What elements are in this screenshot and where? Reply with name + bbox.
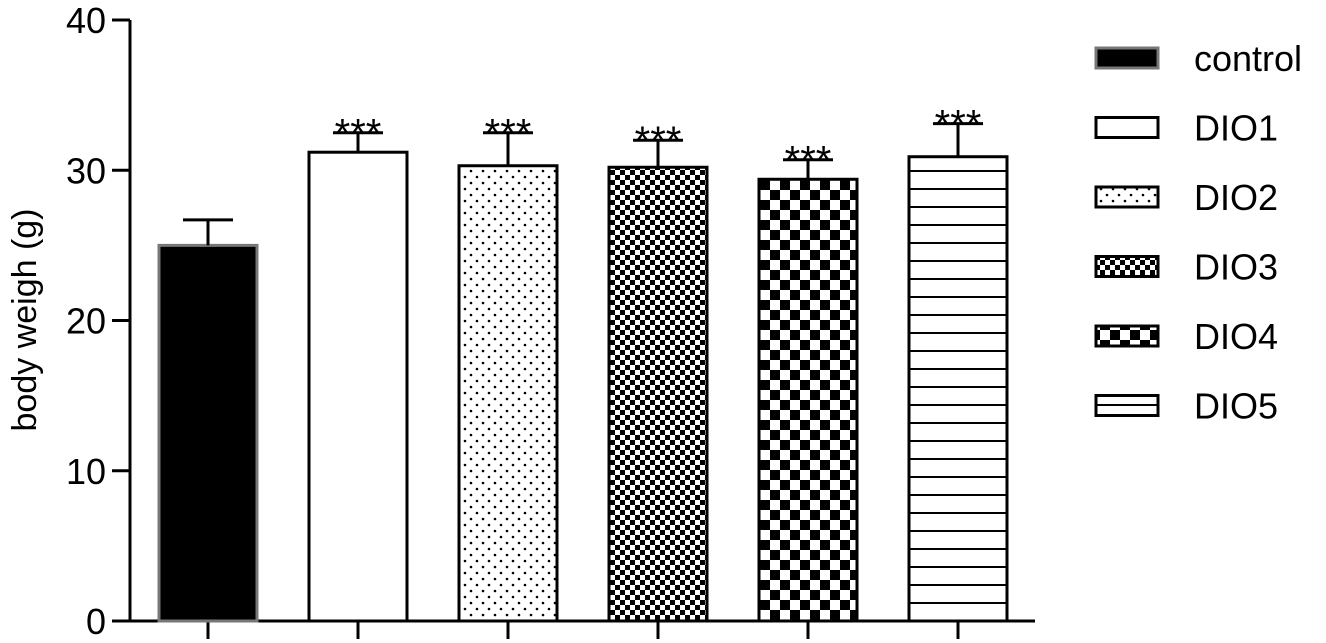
legend: control DIO1 DIO2 DIO3 DIO4 DIO5	[1094, 38, 1302, 427]
legend-item: DIO1	[1094, 108, 1278, 149]
y-tick-label: 40	[66, 0, 106, 41]
legend-label: DIO1	[1194, 108, 1278, 149]
y-tick-label: 10	[66, 451, 106, 492]
y-axis: 0 10 20 30 40 body weigh (g)	[6, 0, 132, 642]
significance-label: ***	[485, 112, 532, 156]
significance-label: ***	[335, 112, 382, 156]
bar	[907, 155, 1009, 623]
y-axis-title: body weigh (g)	[6, 208, 44, 431]
bar	[157, 243, 259, 623]
legend-item: DIO2	[1094, 177, 1278, 218]
legend-item: DIO4	[1094, 316, 1278, 357]
legend-swatch	[1094, 185, 1160, 209]
y-ticks: 0 10 20 30 40	[66, 0, 130, 642]
legend-swatch	[1094, 394, 1160, 417]
legend-swatch	[1094, 116, 1160, 139]
bar-group: ***	[307, 112, 409, 623]
significance-label: ***	[785, 139, 832, 183]
bar-group	[157, 218, 259, 623]
y-tick-label: 0	[86, 601, 106, 642]
bar	[607, 165, 709, 623]
bar-group: ***	[907, 103, 1009, 623]
bar-group: ***	[457, 112, 559, 623]
y-tick-label: 20	[66, 301, 106, 342]
legend-swatch	[1094, 46, 1160, 70]
bar	[307, 150, 409, 623]
legend-swatch	[1094, 255, 1160, 278]
x-ticks	[206, 621, 960, 639]
bar	[757, 177, 859, 623]
x-axis	[130, 619, 1035, 639]
legend-label: DIO3	[1194, 247, 1278, 288]
legend-label: DIO2	[1194, 177, 1278, 218]
legend-swatch	[1094, 324, 1160, 348]
bar	[457, 164, 559, 623]
legend-label: DIO5	[1194, 386, 1278, 427]
bar-group: ***	[607, 119, 709, 623]
legend-item: DIO3	[1094, 247, 1278, 288]
significance-label: ***	[935, 103, 982, 147]
bars: *** *** *** *** ***	[157, 103, 1009, 623]
legend-item: control	[1094, 38, 1302, 79]
bar-group: ***	[757, 139, 859, 623]
legend-label: control	[1194, 38, 1302, 79]
significance-label: ***	[635, 119, 682, 163]
legend-item: DIO5	[1094, 386, 1278, 427]
y-tick-label: 30	[66, 150, 106, 191]
legend-label: DIO4	[1194, 316, 1278, 357]
